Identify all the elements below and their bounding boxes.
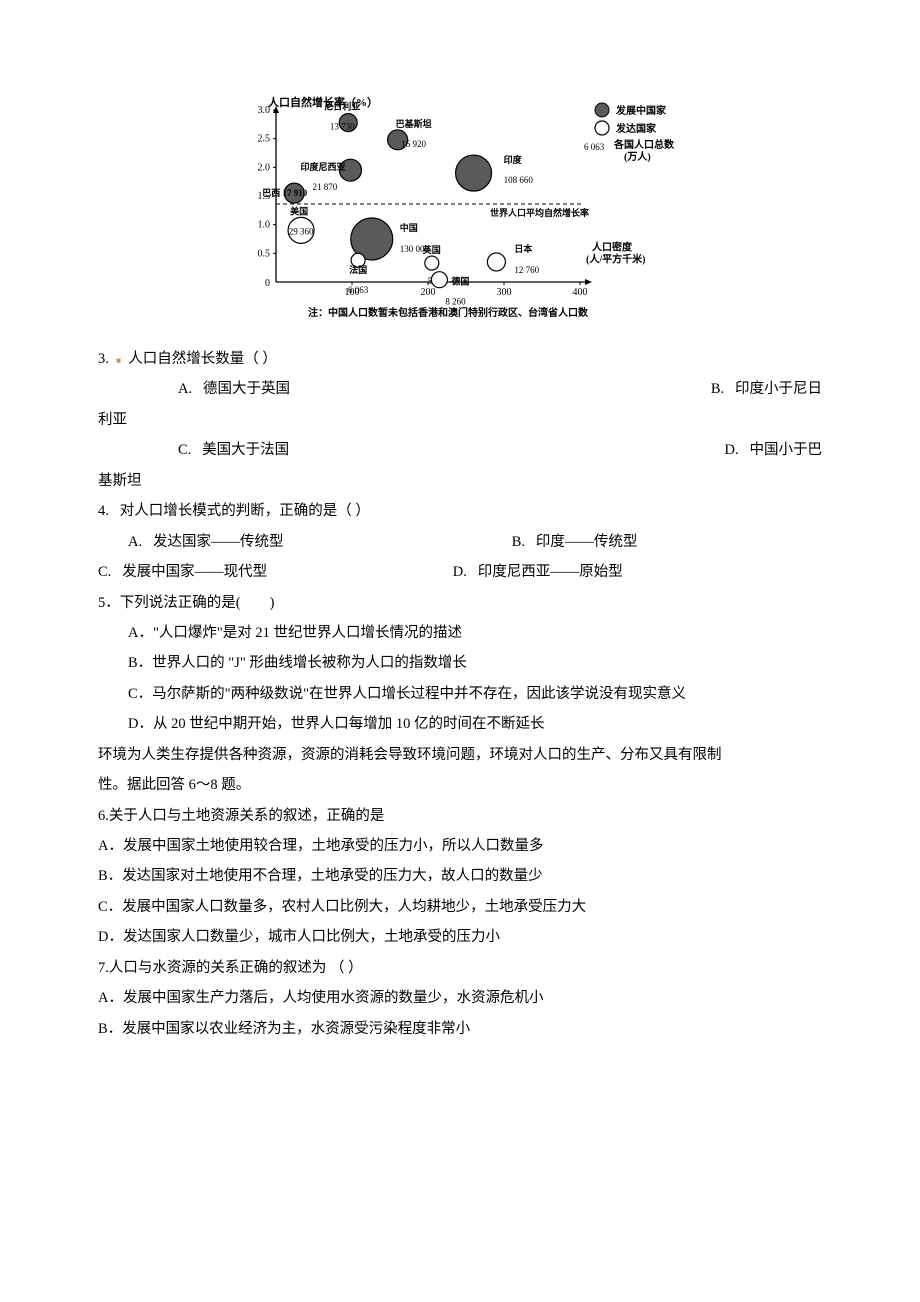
- q3-opt-b-tail: 利亚: [98, 405, 822, 435]
- q6-stem: 6.关于人口与土地资源关系的叙述，正确的是: [98, 801, 822, 831]
- q4-opt-b: B. 印度——传统型: [512, 527, 638, 557]
- svg-text:美国: 美国: [290, 205, 308, 216]
- population-chart: 人口自然增长率（%）0.51.01.52.02.53.0010020030040…: [98, 96, 822, 326]
- q4-opt-a: A. 发达国家——传统型: [98, 527, 512, 557]
- svg-text:巴基斯坦: 巴基斯坦: [396, 118, 432, 129]
- svg-text:注：中国人口数暂未包括香港和澳门特别行政区、台湾省人口数: 注：中国人口数暂未包括香港和澳门特别行政区、台湾省人口数: [308, 306, 589, 319]
- svg-text:各国人口总数: 各国人口总数: [613, 138, 675, 151]
- svg-text:印度尼西亚: 印度尼西亚: [300, 161, 345, 172]
- svg-text:发达国家: 发达国家: [615, 122, 657, 135]
- svg-text:12 760: 12 760: [514, 265, 539, 275]
- svg-text:英国: 英国: [422, 244, 441, 255]
- q6-opt-b: B．发达国家对土地使用不合理，土地承受的压力大，故人口的数量少: [98, 861, 822, 891]
- svg-text:21 870: 21 870: [312, 182, 337, 192]
- svg-text:6 063: 6 063: [348, 285, 369, 295]
- q4-opt-c: C. 发展中国家——现代型: [98, 557, 453, 587]
- svg-text:400: 400: [573, 287, 588, 298]
- svg-text:巴西 17 910: 巴西 17 910: [262, 188, 308, 198]
- svg-text:发展中国家: 发展中国家: [615, 104, 667, 117]
- q3-opt-b: B. 印度小于尼日: [711, 374, 822, 404]
- q5-opt-a: A．"人口爆炸"是对 21 世纪世界人口增长情况的描述: [98, 618, 822, 648]
- svg-text:2.5: 2.5: [258, 134, 271, 145]
- q3-stem: 3. ■ 人口自然增长数量（ ）: [98, 344, 822, 374]
- svg-text:8 260: 8 260: [445, 297, 466, 307]
- svg-text:人口自然增长率（%）: 人口自然增长率（%）: [268, 96, 378, 109]
- svg-text:日本: 日本: [514, 243, 533, 254]
- svg-text:(人/平方千米): (人/平方千米): [586, 252, 645, 265]
- q4-stem: 4. 对人口增长模式的判断，正确的是（ ）: [98, 496, 822, 526]
- svg-text:中国: 中国: [400, 222, 418, 233]
- q6-opt-c: C．发展中国家人口数量多，农村人口比例大，人均耕地少，土地承受压力大: [98, 892, 822, 922]
- svg-text:0.5: 0.5: [258, 248, 271, 259]
- svg-text:200: 200: [421, 287, 436, 298]
- q6-opt-a: A．发展中国家土地使用较合理，土地承受的压力小，所以人口数量多: [98, 831, 822, 861]
- svg-text:(万人): (万人): [624, 150, 651, 163]
- svg-text:6 063: 6 063: [584, 142, 605, 152]
- q5-opt-c: C．马尔萨斯的"两种级数说"在世界人口增长过程中并不存在，因此该学说没有现实意义: [98, 679, 822, 709]
- svg-text:15 920: 15 920: [401, 139, 426, 149]
- q3-opt-a: A. 德国大于英国: [98, 374, 290, 404]
- q4-row-cd: C. 发展中国家——现代型 D. 印度尼西亚——原始型: [98, 557, 822, 587]
- q7-opt-a: A．发展中国家生产力落后，人均使用水资源的数量少，水资源危机小: [98, 983, 822, 1013]
- passage-line2: 性。据此回答 6～8 题。: [98, 770, 822, 800]
- svg-text:德国: 德国: [451, 276, 469, 287]
- svg-text:3.0: 3.0: [258, 105, 271, 116]
- q5-opt-b: B．世界人口的 "J" 形曲线增长被称为人口的指数增长: [98, 648, 822, 678]
- svg-text:尼日利亚: 尼日利亚: [324, 101, 360, 112]
- q3-row-cd: C. 美国大于法国 D. 中国小于巴: [98, 435, 822, 465]
- svg-text:29 360: 29 360: [289, 226, 314, 236]
- svg-text:300: 300: [497, 287, 512, 298]
- svg-text:世界人口平均自然增长率: 世界人口平均自然增长率: [490, 207, 589, 218]
- svg-text:0: 0: [265, 278, 270, 289]
- q3-opt-d: D. 中国小于巴: [725, 435, 822, 465]
- q3-opt-c: C. 美国大于法国: [98, 435, 289, 465]
- svg-text:印度: 印度: [504, 154, 523, 165]
- q3-opt-d-tail: 基斯坦: [98, 466, 822, 496]
- svg-text:法国: 法国: [349, 264, 367, 275]
- svg-text:1.0: 1.0: [258, 220, 271, 231]
- q5-opt-d: D．从 20 世纪中期开始，世界人口每增加 10 亿的时间在不断延长: [98, 709, 822, 739]
- q7-stem: 7.人口与水资源的关系正确的叙述为 （ ）: [98, 953, 822, 983]
- svg-text:13 730: 13 730: [330, 122, 355, 132]
- q4-row-ab: A. 发达国家——传统型 B. 印度——传统型: [98, 527, 822, 557]
- q7-opt-b: B．发展中国家以农业经济为主，水资源受污染程度非常小: [98, 1014, 822, 1044]
- svg-text:2.0: 2.0: [258, 162, 271, 173]
- passage-line1: 环境为人类生存提供各种资源，资源的消耗会导致环境问题，环境对人口的生产、分布又具…: [98, 740, 822, 770]
- svg-text:108 660: 108 660: [504, 175, 534, 185]
- svg-text:人口密度: 人口密度: [592, 240, 633, 253]
- q4-opt-d: D. 印度尼西亚——原始型: [453, 557, 623, 587]
- q6-opt-d: D．发达国家人口数量少，城市人口比例大，土地承受的压力小: [98, 922, 822, 952]
- q5-stem: 5．下列说法正确的是( ): [98, 588, 822, 618]
- q3-row-ab: A. 德国大于英国 B. 印度小于尼日: [98, 374, 822, 404]
